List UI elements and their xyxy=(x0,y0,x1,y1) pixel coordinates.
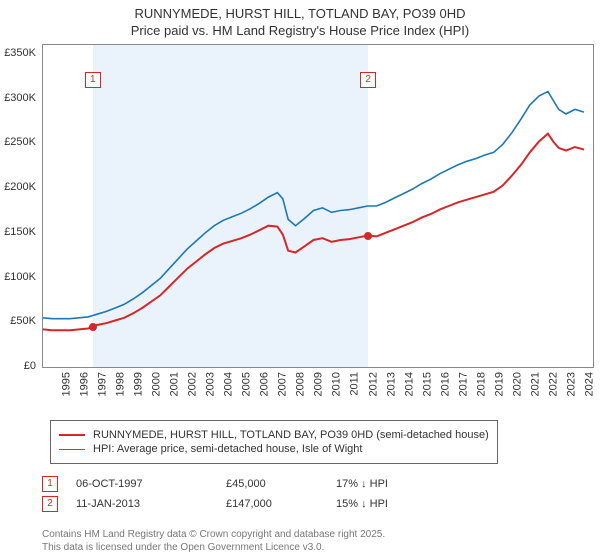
marker-data-index: 2 xyxy=(42,496,58,512)
series-hpi xyxy=(43,92,584,319)
x-axis-tick: 2005 xyxy=(241,372,253,396)
marker-label-2: 2 xyxy=(360,72,376,88)
legend-swatch xyxy=(59,449,85,450)
y-axis-tick: £50K xyxy=(0,315,36,327)
x-axis-tick: 2007 xyxy=(277,372,289,396)
x-axis-tick: 1999 xyxy=(133,372,145,396)
x-axis-tick: 2001 xyxy=(169,372,181,396)
marker-data-date: 06-OCT-1997 xyxy=(76,478,226,490)
y-axis-tick: £350K xyxy=(0,47,36,59)
x-axis-tick: 2000 xyxy=(151,372,163,396)
x-axis-tick: 2018 xyxy=(475,372,487,396)
y-axis-tick: £300K xyxy=(0,92,36,104)
x-axis-tick: 2010 xyxy=(331,372,343,396)
y-axis-tick: £250K xyxy=(0,136,36,148)
legend-row: RUNNYMEDE, HURST HILL, TOTLAND BAY, PO39… xyxy=(59,429,489,441)
legend-label: HPI: Average price, semi-detached house,… xyxy=(93,443,362,455)
legend-label: RUNNYMEDE, HURST HILL, TOTLAND BAY, PO39… xyxy=(93,429,489,441)
chart-title-2: Price paid vs. HM Land Registry's House … xyxy=(0,23,600,38)
data-credit: Contains HM Land Registry data © Crown c… xyxy=(42,528,385,554)
y-axis-tick: £150K xyxy=(0,226,36,238)
x-axis-tick: 2020 xyxy=(511,372,523,396)
credit-line-1: Contains HM Land Registry data © Crown c… xyxy=(42,528,385,541)
marker-data-index: 1 xyxy=(42,476,58,492)
marker-data-table: 1 06-OCT-1997£45,00017% ↓ HPI 2 11-JAN-2013… xyxy=(42,472,456,516)
series-price_paid xyxy=(43,134,584,331)
marker-dot-1 xyxy=(89,323,97,331)
credit-line-2: This data is licensed under the Open Gov… xyxy=(42,541,385,554)
legend-swatch xyxy=(59,434,85,436)
x-axis-tick: 2016 xyxy=(439,372,451,396)
y-axis-tick: £100K xyxy=(0,271,36,283)
marker-data-price: £45,000 xyxy=(226,478,336,490)
marker-data-row: 2 11-JAN-2013£147,00015% ↓ HPI xyxy=(42,496,456,512)
x-axis-tick: 2003 xyxy=(205,372,217,396)
x-axis-tick: 1996 xyxy=(79,372,91,396)
x-axis-tick: 2009 xyxy=(313,372,325,396)
marker-data-date: 11-JAN-2013 xyxy=(76,498,226,510)
x-axis-tick: 1998 xyxy=(115,372,127,396)
x-axis-tick: 2015 xyxy=(421,372,433,396)
x-axis-tick: 2014 xyxy=(403,372,415,396)
marker-data-pct: 17% ↓ HPI xyxy=(336,478,456,490)
chart-legend: RUNNYMEDE, HURST HILL, TOTLAND BAY, PO39… xyxy=(50,420,498,464)
x-axis-tick: 1997 xyxy=(97,372,109,396)
x-axis-tick: 2008 xyxy=(295,372,307,396)
y-axis-tick: £200K xyxy=(0,181,36,193)
x-axis-tick: 1995 xyxy=(60,372,72,396)
x-axis-tick: 2022 xyxy=(547,372,559,396)
x-axis-tick: 2019 xyxy=(493,372,505,396)
x-axis-tick: 2024 xyxy=(583,372,595,396)
x-axis-tick: 2011 xyxy=(348,372,360,396)
marker-data-pct: 15% ↓ HPI xyxy=(336,498,456,510)
marker-label-1: 1 xyxy=(85,72,101,88)
x-axis-tick: 2023 xyxy=(565,372,577,396)
legend-row: HPI: Average price, semi-detached house,… xyxy=(59,443,489,455)
y-axis-tick: £0 xyxy=(0,360,36,372)
x-axis-tick: 2012 xyxy=(367,372,379,396)
x-axis-tick: 2006 xyxy=(259,372,271,396)
chart-plot-area: 12 xyxy=(42,44,594,368)
marker-dot-2 xyxy=(364,232,372,240)
x-axis-tick: 2004 xyxy=(223,372,235,396)
x-axis-tick: 2021 xyxy=(529,372,541,396)
chart-title-1: RUNNYMEDE, HURST HILL, TOTLAND BAY, PO39… xyxy=(0,6,600,21)
x-axis-tick: 2017 xyxy=(457,372,469,396)
x-axis-tick: 2013 xyxy=(385,372,397,396)
marker-data-price: £147,000 xyxy=(226,498,336,510)
marker-data-row: 1 06-OCT-1997£45,00017% ↓ HPI xyxy=(42,476,456,492)
x-axis-tick: 2002 xyxy=(187,372,199,396)
